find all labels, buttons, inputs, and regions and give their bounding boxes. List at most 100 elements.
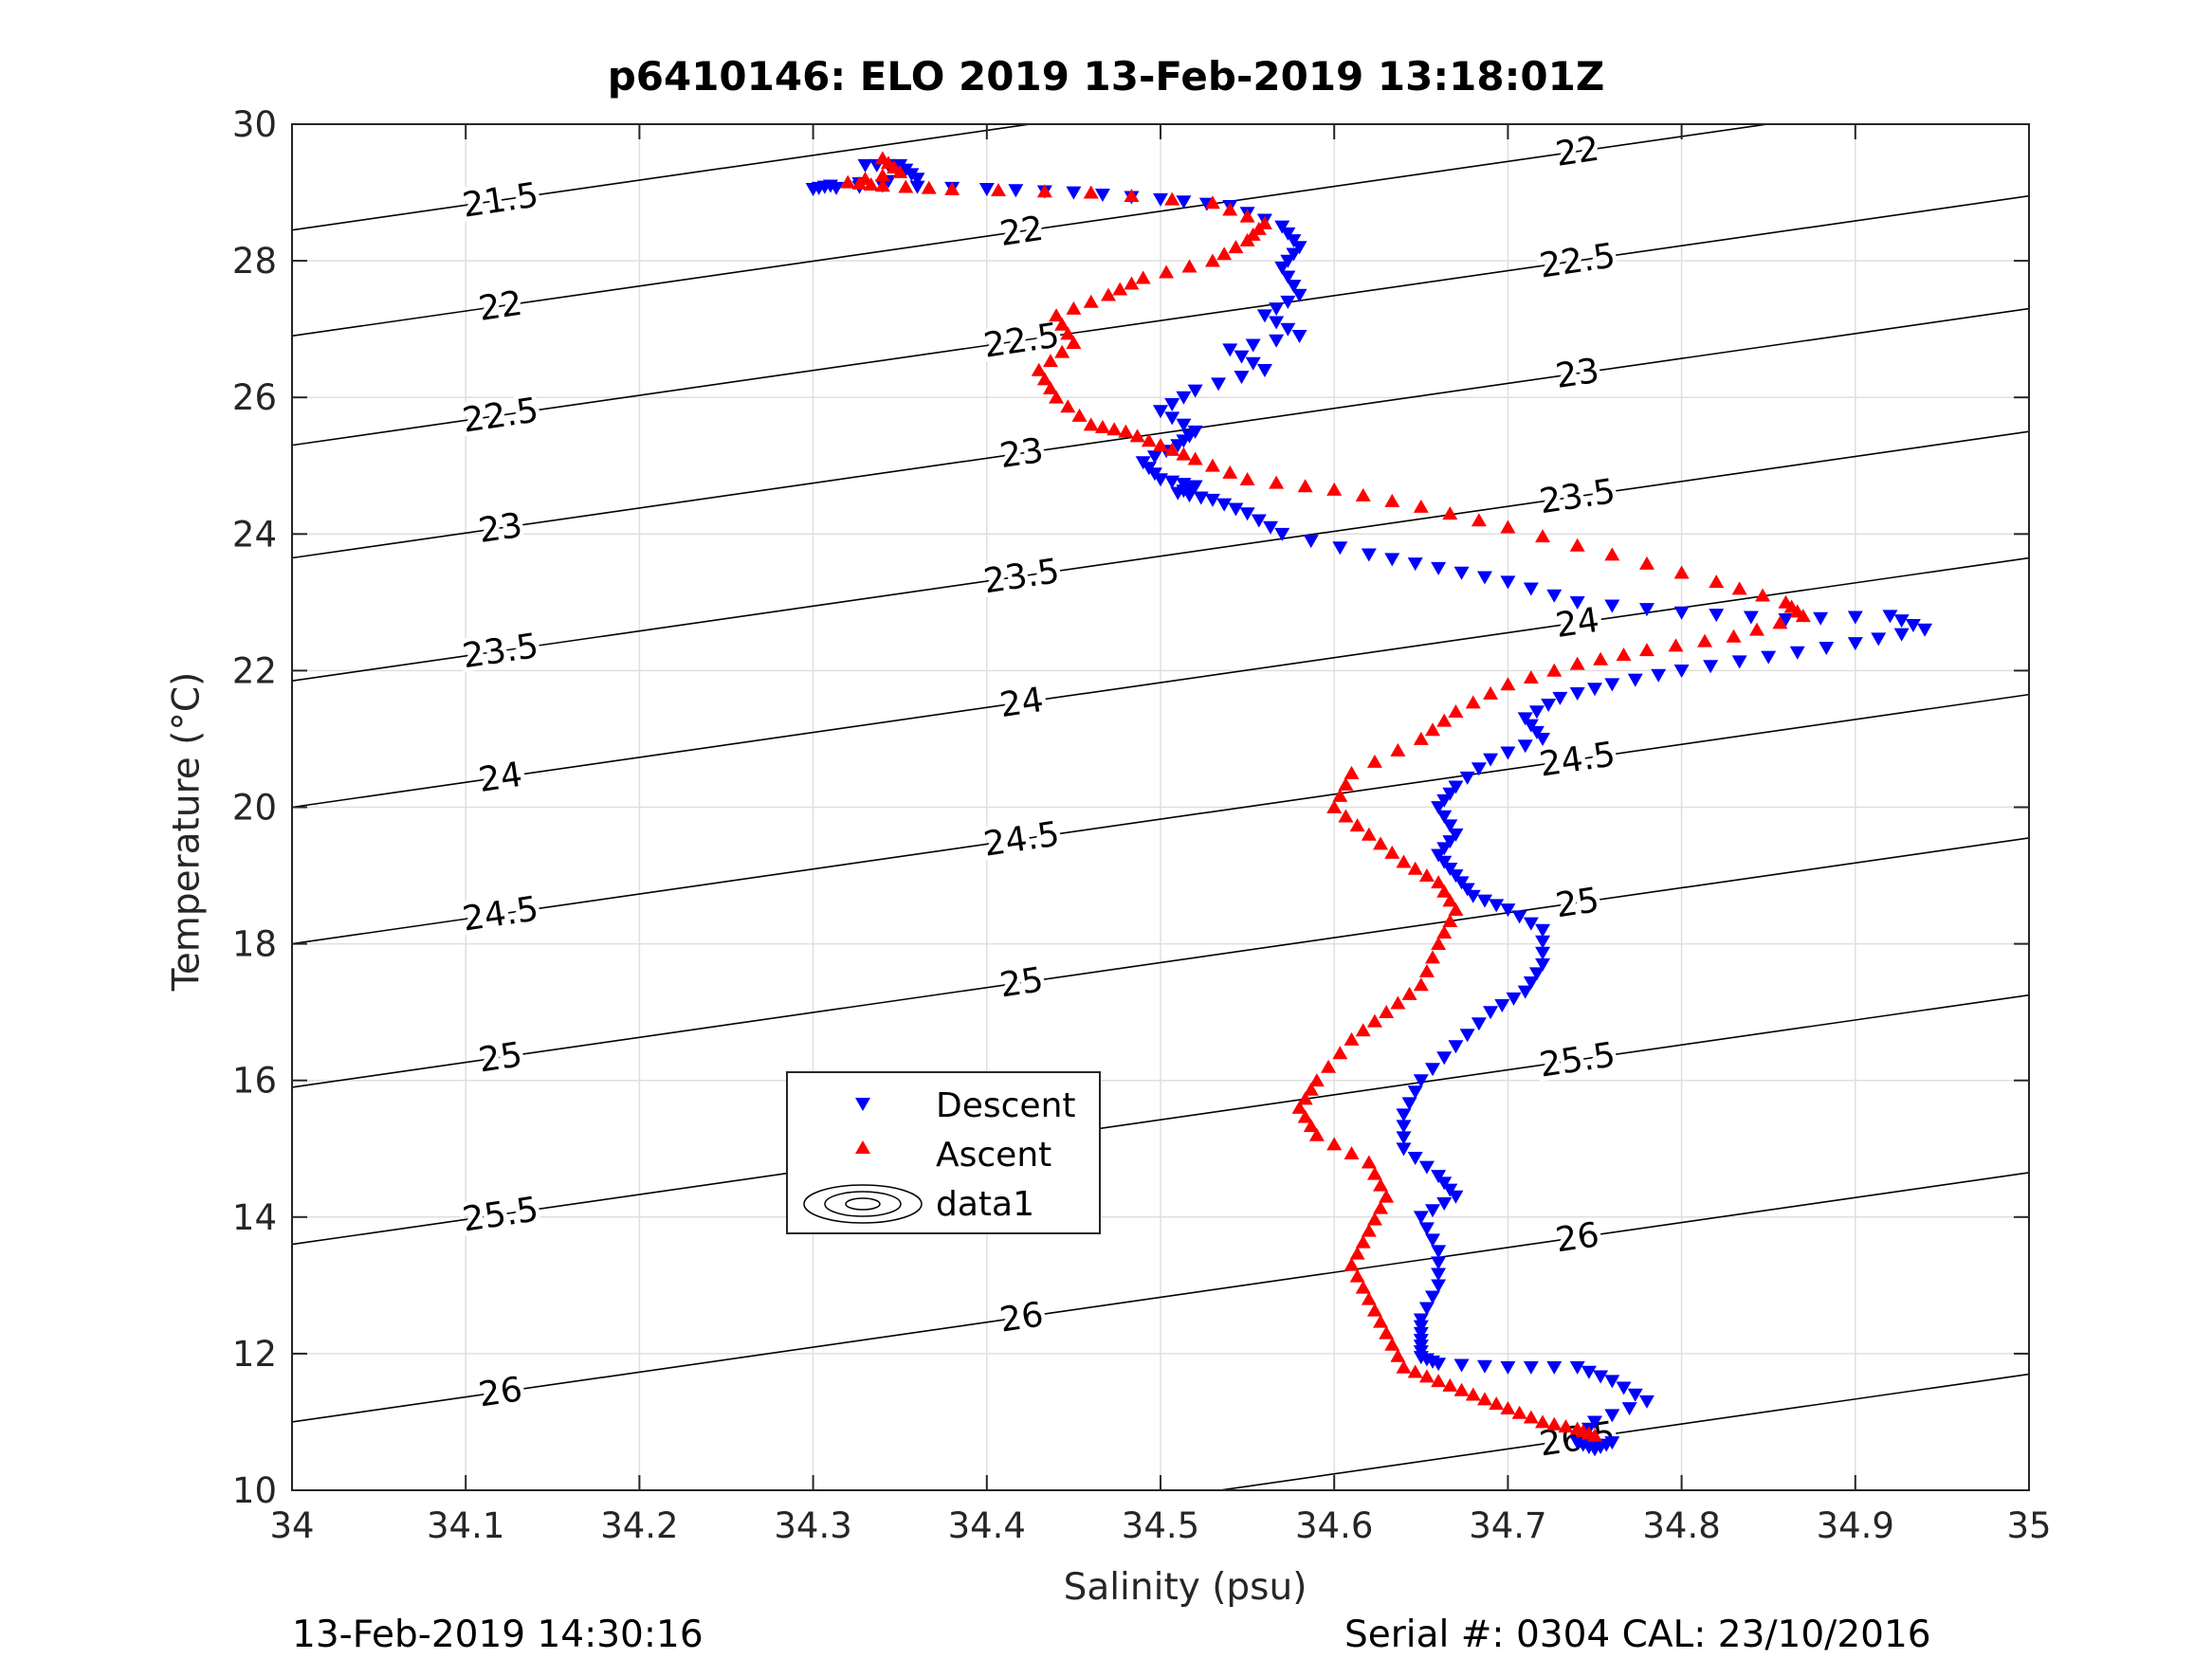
descent-marker [1436, 1176, 1453, 1191]
descent-marker [1517, 985, 1533, 999]
ascent-marker [1066, 335, 1082, 349]
descent-marker [1384, 553, 1400, 567]
descent-marker [1146, 450, 1162, 465]
x-tick-label: 34.7 [1469, 1505, 1546, 1546]
descent-marker [1528, 725, 1545, 739]
descent-marker [1170, 486, 1186, 501]
descent-marker [1621, 1402, 1637, 1416]
isopycnal-line [292, 124, 1035, 231]
ascent-marker [1332, 1046, 1348, 1060]
descent-marker [1291, 241, 1307, 255]
descent-marker [1523, 1360, 1539, 1375]
descent-marker [1396, 1120, 1412, 1134]
contour-level-label: 24 [997, 681, 1046, 725]
isopycnal-line [292, 994, 2029, 1246]
descent-marker [1506, 992, 1522, 1006]
ascent-marker [892, 164, 908, 178]
ascent-marker [1500, 677, 1516, 691]
ascent-marker [1476, 1392, 1492, 1406]
ascent-marker [1390, 995, 1406, 1010]
descent-marker [1523, 976, 1539, 991]
ascent-marker [1748, 622, 1764, 636]
descent-marker [1587, 683, 1602, 697]
ascent-marker [1384, 1337, 1400, 1351]
legend-ascent-label: Ascent [936, 1136, 1051, 1175]
x-tick-label: 34.1 [427, 1505, 504, 1546]
descent-marker [1193, 491, 1209, 505]
ascent-marker [1355, 1023, 1371, 1037]
descent-marker [1604, 599, 1620, 613]
descent-marker [1263, 520, 1279, 535]
descent-marker [1587, 1415, 1602, 1430]
descent-marker [1893, 614, 1910, 629]
descent-marker [1413, 1074, 1429, 1088]
descent-marker [1604, 678, 1620, 692]
ascent-marker [1297, 479, 1313, 493]
ascent-marker [1425, 950, 1441, 964]
descent-marker [1396, 1131, 1412, 1145]
footer-serial-cal: Serial #: 0304 CAL: 23/10/2016 [1344, 1613, 1931, 1656]
ascent-marker [1031, 362, 1047, 376]
ascent-marker [1204, 195, 1220, 210]
descent-marker [1593, 1370, 1609, 1384]
legend-box [786, 1071, 1101, 1234]
ascent-marker [1326, 799, 1343, 813]
ascent-marker [1326, 482, 1343, 496]
ascent-marker [1668, 638, 1684, 652]
ascent-marker [1418, 867, 1435, 882]
legend-descent-marker [855, 1098, 870, 1111]
descent-marker [1523, 917, 1539, 931]
descent-marker [1523, 719, 1539, 733]
descent-marker [1483, 753, 1499, 767]
contour-level-label: 26 [997, 1295, 1046, 1340]
legend: Descent Ascent data1 [786, 1071, 1101, 1234]
descent-marker [1170, 439, 1186, 453]
ascent-marker [1604, 547, 1620, 561]
ascent-marker [1344, 1145, 1360, 1159]
descent-marker [1442, 1183, 1458, 1197]
ascent-marker [1396, 854, 1412, 868]
ascent-marker [1164, 191, 1180, 206]
ascent-marker [1083, 294, 1099, 308]
descent-marker [1274, 527, 1290, 541]
isopycnal-line [292, 556, 2029, 809]
descent-marker [1256, 309, 1272, 323]
descent-marker [1361, 548, 1377, 562]
ascent-marker [1413, 731, 1429, 745]
descent-marker [1604, 1375, 1620, 1389]
ascent-marker [1308, 1073, 1325, 1087]
isopycnal-line [292, 430, 2029, 682]
descent-marker [1436, 1196, 1453, 1211]
ascent-marker [1379, 1189, 1395, 1203]
ascent-marker [1366, 754, 1382, 768]
ascent-marker [874, 178, 890, 192]
descent-marker [909, 180, 925, 194]
x-tick-label: 34.6 [1295, 1505, 1373, 1546]
ascent-marker [1239, 232, 1255, 246]
descent-marker [1500, 575, 1516, 590]
y-tick-label: 14 [232, 1197, 277, 1238]
y-tick-label: 18 [232, 924, 277, 965]
y-tick-label: 10 [232, 1470, 277, 1511]
x-tick-label: 34.2 [600, 1505, 678, 1546]
ascent-marker [944, 181, 960, 195]
ascent-marker [1269, 475, 1285, 489]
descent-marker [1425, 1063, 1441, 1077]
descent-marker [1789, 646, 1805, 660]
contour-level-label: 23 [1553, 352, 1601, 396]
ascent-marker [1042, 354, 1058, 368]
ascent-marker [1673, 565, 1690, 579]
ascent-marker [1094, 419, 1110, 433]
descent-marker [1448, 780, 1464, 794]
ascent-marker [874, 168, 890, 182]
ascent-marker [1523, 1410, 1539, 1424]
ascent-marker [1638, 643, 1654, 657]
ascent-marker [1453, 1382, 1470, 1396]
ascent-marker [1071, 408, 1088, 422]
descent-marker [1431, 801, 1447, 815]
descent-marker [1761, 650, 1777, 665]
ascent-marker [1326, 1137, 1343, 1151]
ascent-marker [1036, 184, 1052, 198]
descent-marker [1893, 628, 1910, 642]
ascent-marker [1344, 765, 1360, 779]
